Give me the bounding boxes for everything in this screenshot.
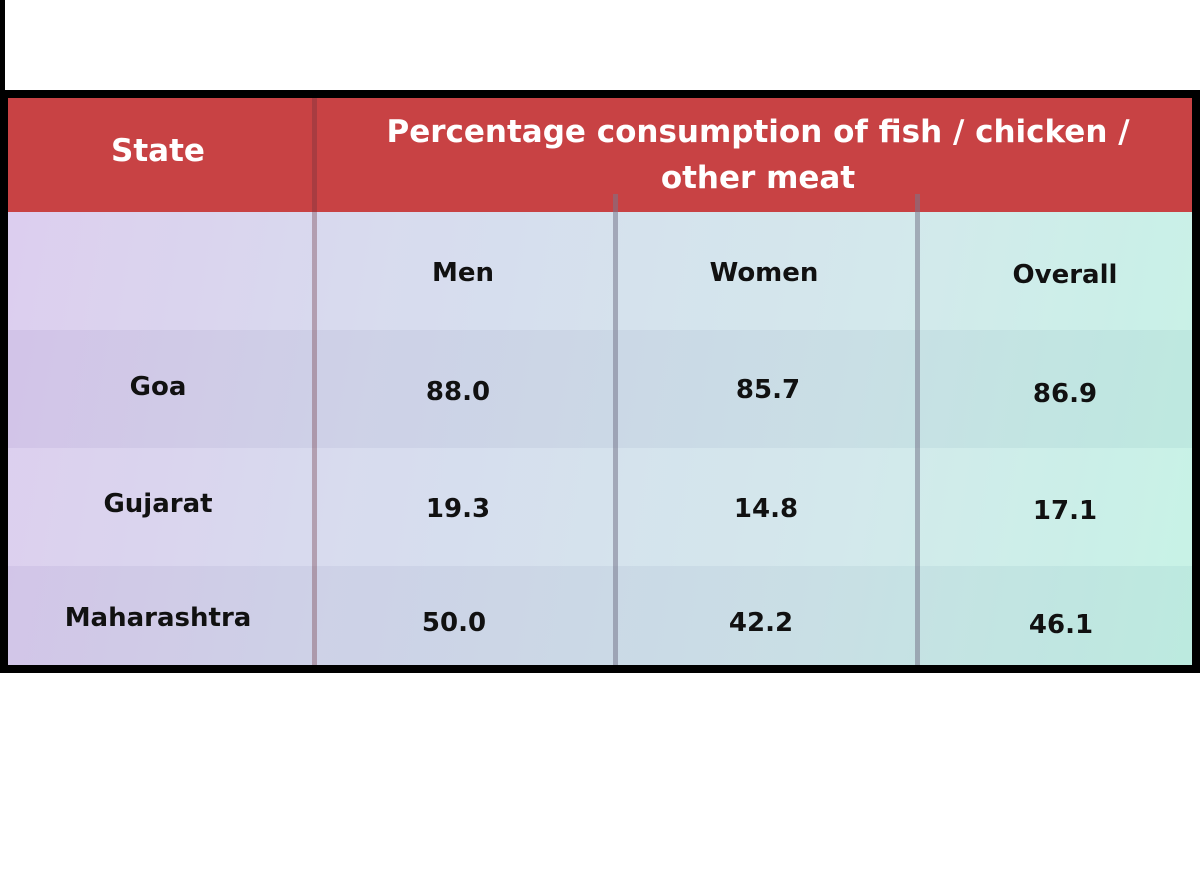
data-table: State Percentage consumption of fish / c… xyxy=(0,90,1200,673)
table-header xyxy=(8,98,1192,212)
value-cell-gujarat-overall: 17.1 xyxy=(1032,496,1098,526)
state-cell-gujarat: Gujarat xyxy=(103,489,213,519)
value-cell-goa-overall: 86.9 xyxy=(1032,379,1098,409)
value-cell-maharashtra-men: 50.0 xyxy=(421,608,487,638)
column-header-overall: Overall xyxy=(1012,260,1118,290)
table-body: State Percentage consumption of fish / c… xyxy=(8,98,1192,665)
row-band-goa xyxy=(8,330,1192,448)
state-cell-goa: Goa xyxy=(129,372,187,402)
row-band-maharashtra xyxy=(8,566,1192,665)
column-divider-women xyxy=(915,194,920,665)
value-cell-gujarat-women: 14.8 xyxy=(733,494,799,524)
header-group-line-2: other meat xyxy=(660,160,856,196)
subheader-band xyxy=(8,212,1192,330)
value-cell-maharashtra-women: 42.2 xyxy=(728,608,794,638)
row-band-gujarat xyxy=(8,448,1192,566)
value-cell-goa-men: 88.0 xyxy=(425,377,491,407)
state-cell-maharashtra: Maharashtra xyxy=(64,603,252,633)
value-cell-maharashtra-overall: 46.1 xyxy=(1028,610,1094,640)
column-header-men: Men xyxy=(431,258,495,288)
value-cell-gujarat-men: 19.3 xyxy=(425,494,491,524)
value-cell-goa-women: 85.7 xyxy=(735,375,801,405)
column-header-women: Women xyxy=(709,258,819,288)
column-divider-state xyxy=(312,98,317,665)
header-group-line-1: Percentage consumption of fish / chicken… xyxy=(386,114,1130,150)
column-divider-men xyxy=(613,194,618,665)
header-state: State xyxy=(111,133,205,169)
left-border-line xyxy=(0,0,5,92)
